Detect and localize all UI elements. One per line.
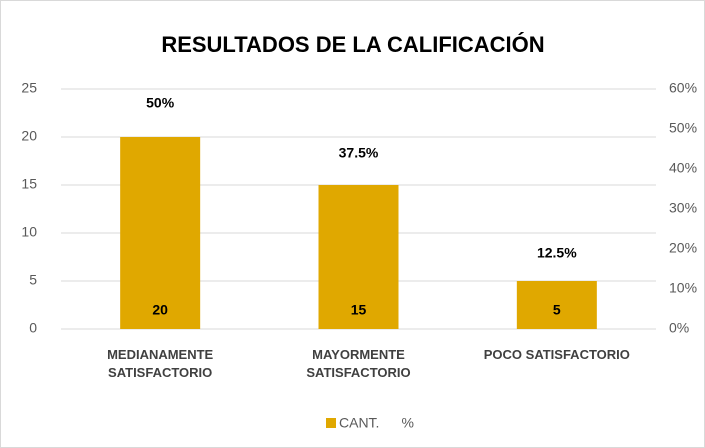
bar bbox=[318, 185, 399, 329]
value-label: 15 bbox=[351, 302, 367, 318]
y2-tick-label: 60% bbox=[669, 80, 697, 96]
value-label: 37.5% bbox=[339, 145, 379, 161]
y2-tick-label: 30% bbox=[669, 200, 697, 216]
y-tick-label: 5 bbox=[29, 272, 37, 288]
chart-title: RESULTADOS DE LA CALIFICACIÓN bbox=[161, 32, 544, 57]
y2-tick-label: 10% bbox=[669, 280, 697, 296]
y2-tick-label: 20% bbox=[669, 240, 697, 256]
value-label: 5 bbox=[553, 302, 561, 318]
legend-label: % bbox=[401, 415, 413, 431]
y2-tick-label: 50% bbox=[669, 120, 697, 136]
y-tick-label: 10 bbox=[21, 224, 37, 240]
x-tick-label: MAYORMENTE SATISFACTORIO bbox=[306, 347, 411, 380]
bar bbox=[516, 281, 597, 329]
value-label: 20 bbox=[152, 302, 168, 318]
y2-tick-label: 40% bbox=[669, 160, 697, 176]
y-tick-label: 25 bbox=[21, 80, 37, 96]
value-label: 50% bbox=[146, 95, 175, 111]
value-label: 12.5% bbox=[537, 245, 577, 261]
legend-swatch bbox=[326, 418, 336, 428]
y2-tick-label: 0% bbox=[669, 320, 689, 336]
y-tick-label: 15 bbox=[21, 176, 37, 192]
y-tick-label: 20 bbox=[21, 128, 37, 144]
bar bbox=[120, 137, 201, 329]
y-tick-label: 0 bbox=[29, 320, 37, 336]
x-tick-label: MEDIANAMENTE SATISFACTORIO bbox=[107, 347, 214, 380]
x-tick-label: POCO SATISFACTORIO bbox=[483, 347, 630, 362]
legend-label: CANT. bbox=[339, 415, 379, 431]
